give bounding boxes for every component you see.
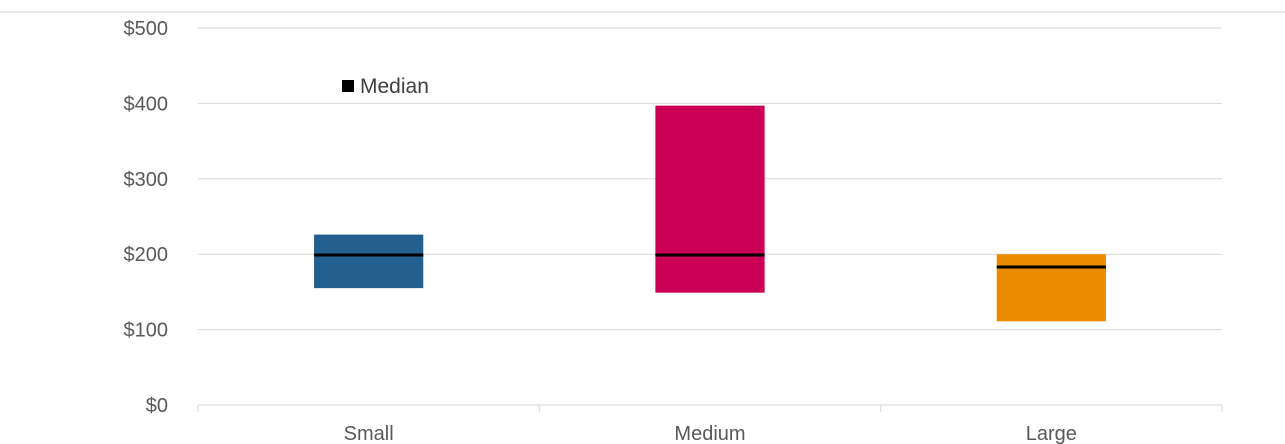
y-axis-ticks: $0 $100 $200 $300 $400 $500 <box>124 18 169 417</box>
x-axis: Small Medium Large <box>197 404 1223 444</box>
x-category-label: Large <box>1026 423 1077 444</box>
y-tick-label: $400 <box>124 93 169 115</box>
range-bar-medium <box>655 105 765 293</box>
y-tick-label: $500 <box>124 18 169 40</box>
y-tick-label: $100 <box>124 320 169 342</box>
y-tick-label: $200 <box>124 244 169 266</box>
range-bars <box>314 105 1106 322</box>
x-category-label: Small <box>344 423 394 444</box>
range-bar-small <box>314 234 424 289</box>
x-category-label: Medium <box>674 423 745 444</box>
y-tick-label: $0 <box>146 395 168 417</box>
legend-label-median: Median <box>360 75 429 98</box>
legend-swatch-median <box>342 80 354 92</box>
y-tick-label: $300 <box>124 169 169 191</box>
range-bar-large <box>996 254 1106 322</box>
legend: Median <box>342 75 429 98</box>
median-markers <box>314 253 1106 269</box>
